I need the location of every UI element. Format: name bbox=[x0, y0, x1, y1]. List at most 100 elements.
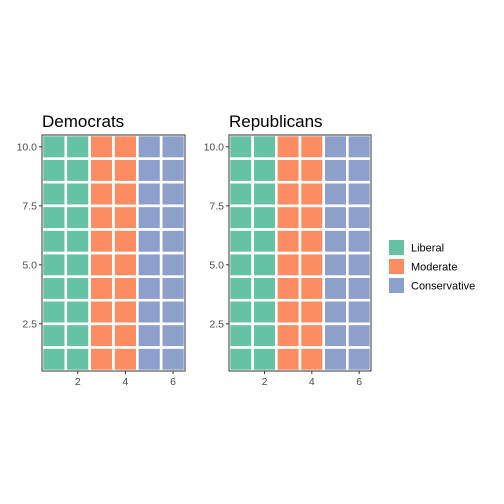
legend-label-liberal: Liberal bbox=[411, 243, 444, 255]
panel-title: Republicans bbox=[229, 112, 323, 131]
waffle-tile-moderate bbox=[298, 228, 325, 255]
waffle-tile-moderate bbox=[88, 298, 115, 326]
waffle-tile-moderate bbox=[88, 322, 115, 349]
x-axis: 2 4 6 bbox=[75, 371, 176, 388]
waffle-tile-liberal bbox=[40, 275, 68, 302]
waffle-tile-conservative bbox=[322, 346, 349, 373]
waffle-tile-moderate bbox=[298, 133, 325, 160]
waffle-tile-liberal bbox=[40, 322, 68, 349]
waffle-tile-conservative bbox=[346, 133, 373, 160]
waffle-tile-moderate bbox=[275, 322, 302, 349]
waffle-tile-liberal bbox=[64, 322, 91, 349]
waffle-tile-moderate bbox=[275, 228, 302, 255]
waffle-tile-liberal bbox=[227, 298, 254, 326]
legend-key-moderate bbox=[389, 259, 404, 274]
tile-group bbox=[227, 133, 373, 373]
waffle-tile-conservative bbox=[322, 298, 349, 326]
waffle-tile-conservative bbox=[322, 251, 349, 278]
tile-group bbox=[40, 133, 187, 373]
waffle-tile-liberal bbox=[64, 204, 91, 231]
waffle-tile-liberal bbox=[251, 228, 278, 255]
waffle-tile-moderate bbox=[298, 251, 325, 278]
waffle-tile-moderate bbox=[298, 346, 325, 373]
waffle-tile-conservative bbox=[136, 322, 163, 349]
waffle-tile-moderate bbox=[88, 180, 115, 208]
waffle-tile-conservative bbox=[346, 204, 373, 231]
waffle-tile-liberal bbox=[227, 346, 254, 373]
waffle-tile-conservative bbox=[136, 346, 163, 373]
waffle-tile-moderate bbox=[112, 251, 139, 278]
waffle-tile-moderate bbox=[275, 346, 302, 373]
waffle-tile-conservative bbox=[159, 298, 187, 326]
waffle-tile-liberal bbox=[251, 180, 278, 208]
waffle-tile-moderate bbox=[112, 298, 139, 326]
waffle-tile-moderate bbox=[298, 298, 325, 326]
waffle-tile-conservative bbox=[136, 157, 163, 184]
waffle-tile-liberal bbox=[227, 275, 254, 302]
waffle-tile-liberal bbox=[40, 298, 68, 326]
legend-key-conservative bbox=[389, 278, 404, 293]
waffle-tile-moderate bbox=[298, 157, 325, 184]
waffle-tile-liberal bbox=[40, 204, 68, 231]
panel-republicans: Republicans 2 4 6 2.5 5.0 7.5 10.0 bbox=[204, 112, 373, 388]
y-tick-label: 7.5 bbox=[209, 201, 224, 213]
waffle-tile-liberal bbox=[251, 157, 278, 184]
y-tick-label: 5.0 bbox=[22, 260, 37, 272]
panel-title: Democrats bbox=[42, 112, 124, 131]
waffle-tile-conservative bbox=[136, 298, 163, 326]
panel-border bbox=[41, 134, 186, 372]
waffle-tile-liberal bbox=[40, 251, 68, 278]
waffle-tile-liberal bbox=[40, 133, 68, 160]
waffle-tile-liberal bbox=[40, 346, 68, 373]
waffle-tile-conservative bbox=[136, 251, 163, 278]
waffle-tile-moderate bbox=[275, 204, 302, 231]
waffle-tile-moderate bbox=[298, 322, 325, 349]
waffle-tile-liberal bbox=[251, 133, 278, 160]
y-tick-label: 2.5 bbox=[22, 319, 37, 331]
waffle-tile-conservative bbox=[159, 180, 187, 208]
x-tick-label: 4 bbox=[122, 376, 128, 388]
waffle-tile-liberal bbox=[227, 251, 254, 278]
y-axis: 2.5 5.0 7.5 10.0 bbox=[17, 142, 42, 331]
legend: Liberal Moderate Conservative bbox=[389, 240, 475, 293]
waffle-tile-conservative bbox=[346, 180, 373, 208]
waffle-tile-liberal bbox=[64, 346, 91, 373]
waffle-tile-moderate bbox=[112, 322, 139, 349]
waffle-tile-conservative bbox=[322, 228, 349, 255]
y-tick-label: 10.0 bbox=[17, 142, 38, 154]
waffle-tile-liberal bbox=[64, 228, 91, 255]
x-tick-label: 4 bbox=[309, 376, 315, 388]
waffle-tile-liberal bbox=[251, 275, 278, 302]
waffle-tile-conservative bbox=[346, 157, 373, 184]
waffle-tile-conservative bbox=[346, 228, 373, 255]
waffle-tile-liberal bbox=[64, 133, 91, 160]
waffle-tile-liberal bbox=[227, 228, 254, 255]
waffle-tile-liberal bbox=[227, 322, 254, 349]
y-axis: 2.5 5.0 7.5 10.0 bbox=[204, 142, 229, 331]
waffle-tile-conservative bbox=[346, 275, 373, 302]
waffle-tile-conservative bbox=[322, 157, 349, 184]
waffle-tile-moderate bbox=[88, 275, 115, 302]
waffle-tile-moderate bbox=[275, 298, 302, 326]
waffle-tile-moderate bbox=[112, 346, 139, 373]
waffle-tile-moderate bbox=[298, 180, 325, 208]
waffle-tile-liberal bbox=[251, 322, 278, 349]
waffle-tile-moderate bbox=[298, 275, 325, 302]
waffle-tile-conservative bbox=[136, 204, 163, 231]
waffle-tile-moderate bbox=[112, 157, 139, 184]
waffle-tile-moderate bbox=[112, 275, 139, 302]
waffle-tile-liberal bbox=[227, 157, 254, 184]
waffle-tile-liberal bbox=[40, 157, 68, 184]
waffle-tile-moderate bbox=[88, 204, 115, 231]
waffle-tile-moderate bbox=[112, 180, 139, 208]
waffle-tile-conservative bbox=[159, 204, 187, 231]
waffle-tile-moderate bbox=[112, 133, 139, 160]
waffle-tile-conservative bbox=[136, 180, 163, 208]
waffle-tile-conservative bbox=[159, 322, 187, 349]
waffle-tile-liberal bbox=[64, 251, 91, 278]
legend-item-liberal: Liberal bbox=[389, 240, 444, 255]
x-tick-label: 2 bbox=[262, 376, 268, 388]
waffle-tile-moderate bbox=[88, 346, 115, 373]
waffle-tile-moderate bbox=[88, 157, 115, 184]
waffle-tile-conservative bbox=[159, 157, 187, 184]
